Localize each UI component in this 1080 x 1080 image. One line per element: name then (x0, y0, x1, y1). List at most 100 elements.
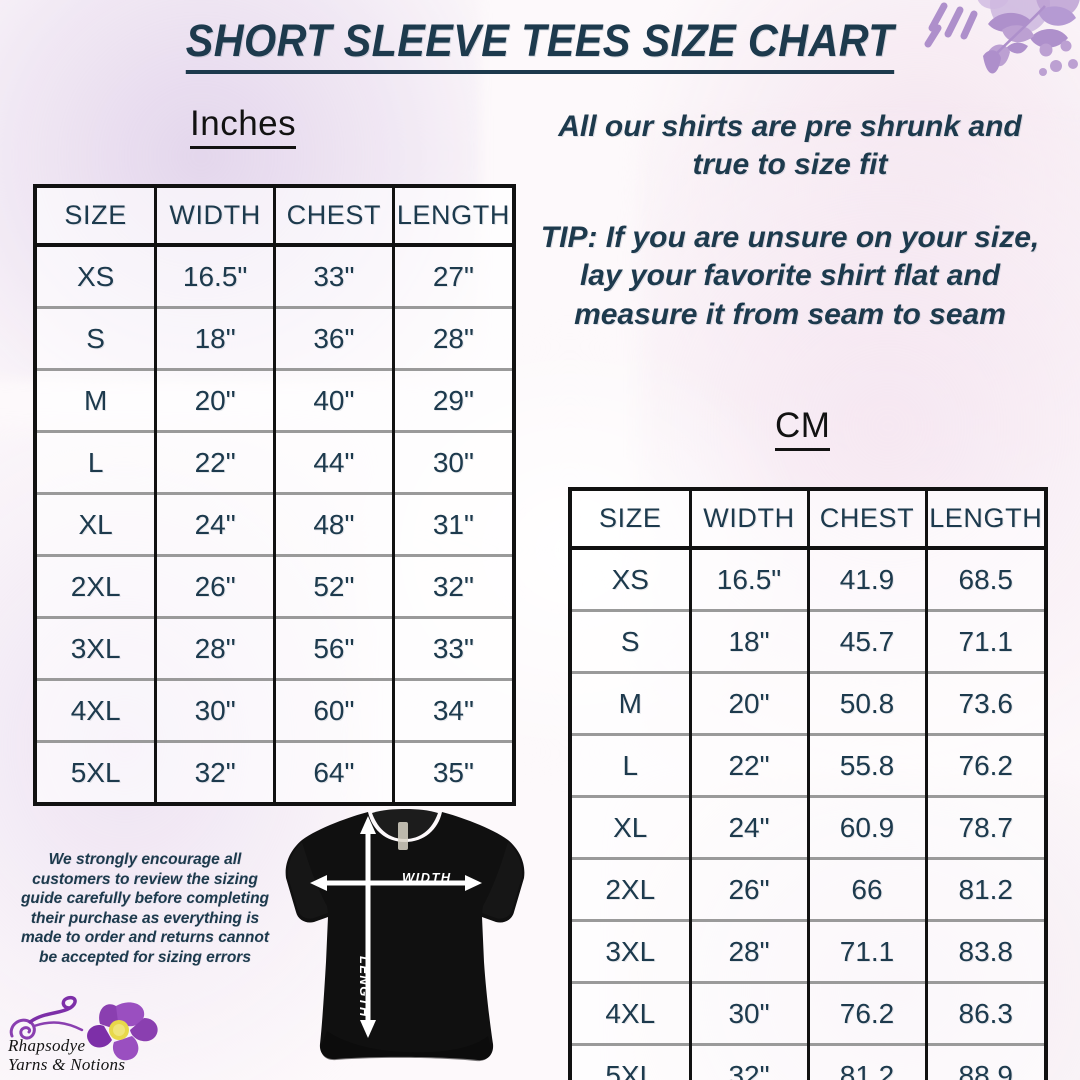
cell-chest: 55.8 (808, 733, 928, 797)
tshirt-width-label: WIDTH (402, 870, 452, 885)
cell-width: 22" (690, 733, 810, 797)
column-header-width: WIDTH (155, 188, 276, 247)
cell-size: 5XL (572, 1043, 692, 1080)
flower-icon (87, 1002, 158, 1061)
cell-width: 24" (690, 795, 810, 859)
cell-size: 2XL (572, 857, 692, 921)
table-row: L 22" 55.8 76.2 (572, 733, 1044, 797)
table-header-row: SIZE WIDTH CHEST LENGTH (572, 491, 1044, 550)
table-row: 4XL 30" 76.2 86.3 (572, 981, 1044, 1045)
cell-length: 28" (393, 306, 512, 370)
cell-length: 30" (393, 430, 512, 494)
tshirt-illustration: WIDTH LENGTH (272, 786, 552, 1080)
cell-width: 20" (155, 368, 276, 432)
cell-length: 88.9 (926, 1043, 1044, 1080)
cell-size: M (572, 671, 692, 735)
table-row: S 18" 36" 28" (37, 306, 512, 370)
column-header-length: LENGTH (926, 491, 1044, 550)
inches-heading-text: Inches (190, 104, 297, 149)
inches-table-body: XS 16.5" 33" 27" S 18" 36" 28" M 20" 40" 29" L 22" 44"… (37, 245, 512, 802)
cell-chest: 66 (808, 857, 928, 921)
cell-width: 20" (690, 671, 810, 735)
cell-size: 5XL (37, 740, 158, 802)
column-header-width: WIDTH (690, 491, 810, 550)
sizing-tip: TIP: If you are unsure on your size, lay… (540, 220, 1040, 331)
cell-length: 73.6 (926, 671, 1044, 735)
cell-chest: 36" (274, 306, 395, 370)
cell-length: 35" (393, 740, 512, 802)
cell-width: 30" (155, 678, 276, 742)
cell-length: 31" (393, 492, 512, 556)
cell-length: 83.8 (926, 919, 1044, 983)
cell-width: 26" (690, 857, 810, 921)
table-row: 4XL 30" 60" 34" (37, 678, 512, 742)
brand-logo-text: Rhapsodye Yarns & Notions (8, 1036, 125, 1074)
cell-length: 71.1 (926, 609, 1044, 673)
cell-width: 18" (690, 609, 810, 673)
cm-size-table: SIZE WIDTH CHEST LENGTH XS 16.5" 41.9 68.5 S 18"… (568, 487, 1048, 1080)
cell-chest: 48" (274, 492, 395, 556)
cell-width: 32" (155, 740, 276, 802)
cell-length: 33" (393, 616, 512, 680)
cm-heading-text: CM (775, 406, 831, 451)
returns-disclaimer: We strongly encourage all customers to r… (20, 851, 270, 966)
cell-size: 3XL (572, 919, 692, 983)
cell-length: 27" (432, 260, 474, 292)
cell-chest: 71.1 (808, 919, 928, 983)
cell-chest: 41.9 (808, 548, 928, 611)
cell-width: 32" (690, 1043, 810, 1080)
cell-length: 78.7 (926, 795, 1044, 859)
table-header-row: SIZE WIDTH CHEST LENGTH (37, 188, 512, 247)
table-row: 3XL 28" 71.1 83.8 (572, 919, 1044, 983)
cell-size: XS (572, 548, 692, 611)
page-title: SHORT SLEEVE TEES SIZE CHART (0, 16, 1080, 74)
cell-size: S (572, 609, 692, 673)
cell-size: S (37, 306, 158, 370)
cell-length: 68.5 (958, 563, 1014, 595)
page-title-text: SHORT SLEEVE TEES SIZE CHART (185, 16, 895, 74)
cell-size: XL (37, 492, 158, 556)
cell-length: 34" (393, 678, 512, 742)
cell-chest: 33" (274, 245, 395, 308)
cell-size: 4XL (572, 981, 692, 1045)
column-header-size: SIZE (37, 188, 158, 247)
cell-width: 16.5" (690, 548, 810, 611)
cell-width: 28" (155, 616, 276, 680)
cm-table-body: XS 16.5" 41.9 68.5 S 18" 45.7 71.1 M 20" 50.8 73.6 L… (572, 548, 1044, 1080)
cell-width: 28" (690, 919, 810, 983)
column-header-length: LENGTH (393, 188, 512, 247)
cell-chest: 52" (274, 554, 395, 618)
width-arrow-right-head (465, 875, 482, 891)
column-header-chest: CHEST (274, 188, 395, 247)
cell-length: 32" (393, 554, 512, 618)
cell-chest: 56" (274, 616, 395, 680)
cell-size: XL (572, 795, 692, 859)
cell-size: 3XL (37, 616, 158, 680)
cell-width: 26" (155, 554, 276, 618)
table-row: 5XL 32" 64" 35" (37, 740, 512, 802)
column-header-size: SIZE (572, 491, 692, 550)
brand-name-line1: Rhapsodye (8, 1035, 86, 1055)
cell-size: XS (37, 245, 158, 308)
brand-name-line2: Yarns & Notions (8, 1054, 126, 1074)
cell-size: L (37, 430, 158, 494)
cell-length: 29" (393, 368, 512, 432)
cell-size: 4XL (37, 678, 158, 742)
cell-chest: 81.2 (808, 1043, 928, 1080)
pre-shrunk-note: All our shirts are pre shrunk and true t… (558, 110, 1022, 182)
inches-heading: Inches (190, 104, 297, 149)
cell-chest: 64" (274, 740, 395, 802)
cell-width: 18" (155, 306, 276, 370)
cm-heading: CM (775, 406, 831, 451)
column-header-chest: CHEST (808, 491, 928, 550)
width-arrow-left-head (310, 875, 327, 891)
cell-length: 81.2 (926, 857, 1044, 921)
cell-length: 76.2 (926, 733, 1044, 797)
cell-size: 2XL (37, 554, 158, 618)
cell-chest: 50.8 (808, 671, 928, 735)
table-row: XS 16.5" 33" 27" (37, 245, 512, 308)
table-row: L 22" 44" 30" (37, 430, 512, 494)
length-arrow-top-head (360, 816, 376, 834)
cell-chest: 76.2 (808, 981, 928, 1045)
